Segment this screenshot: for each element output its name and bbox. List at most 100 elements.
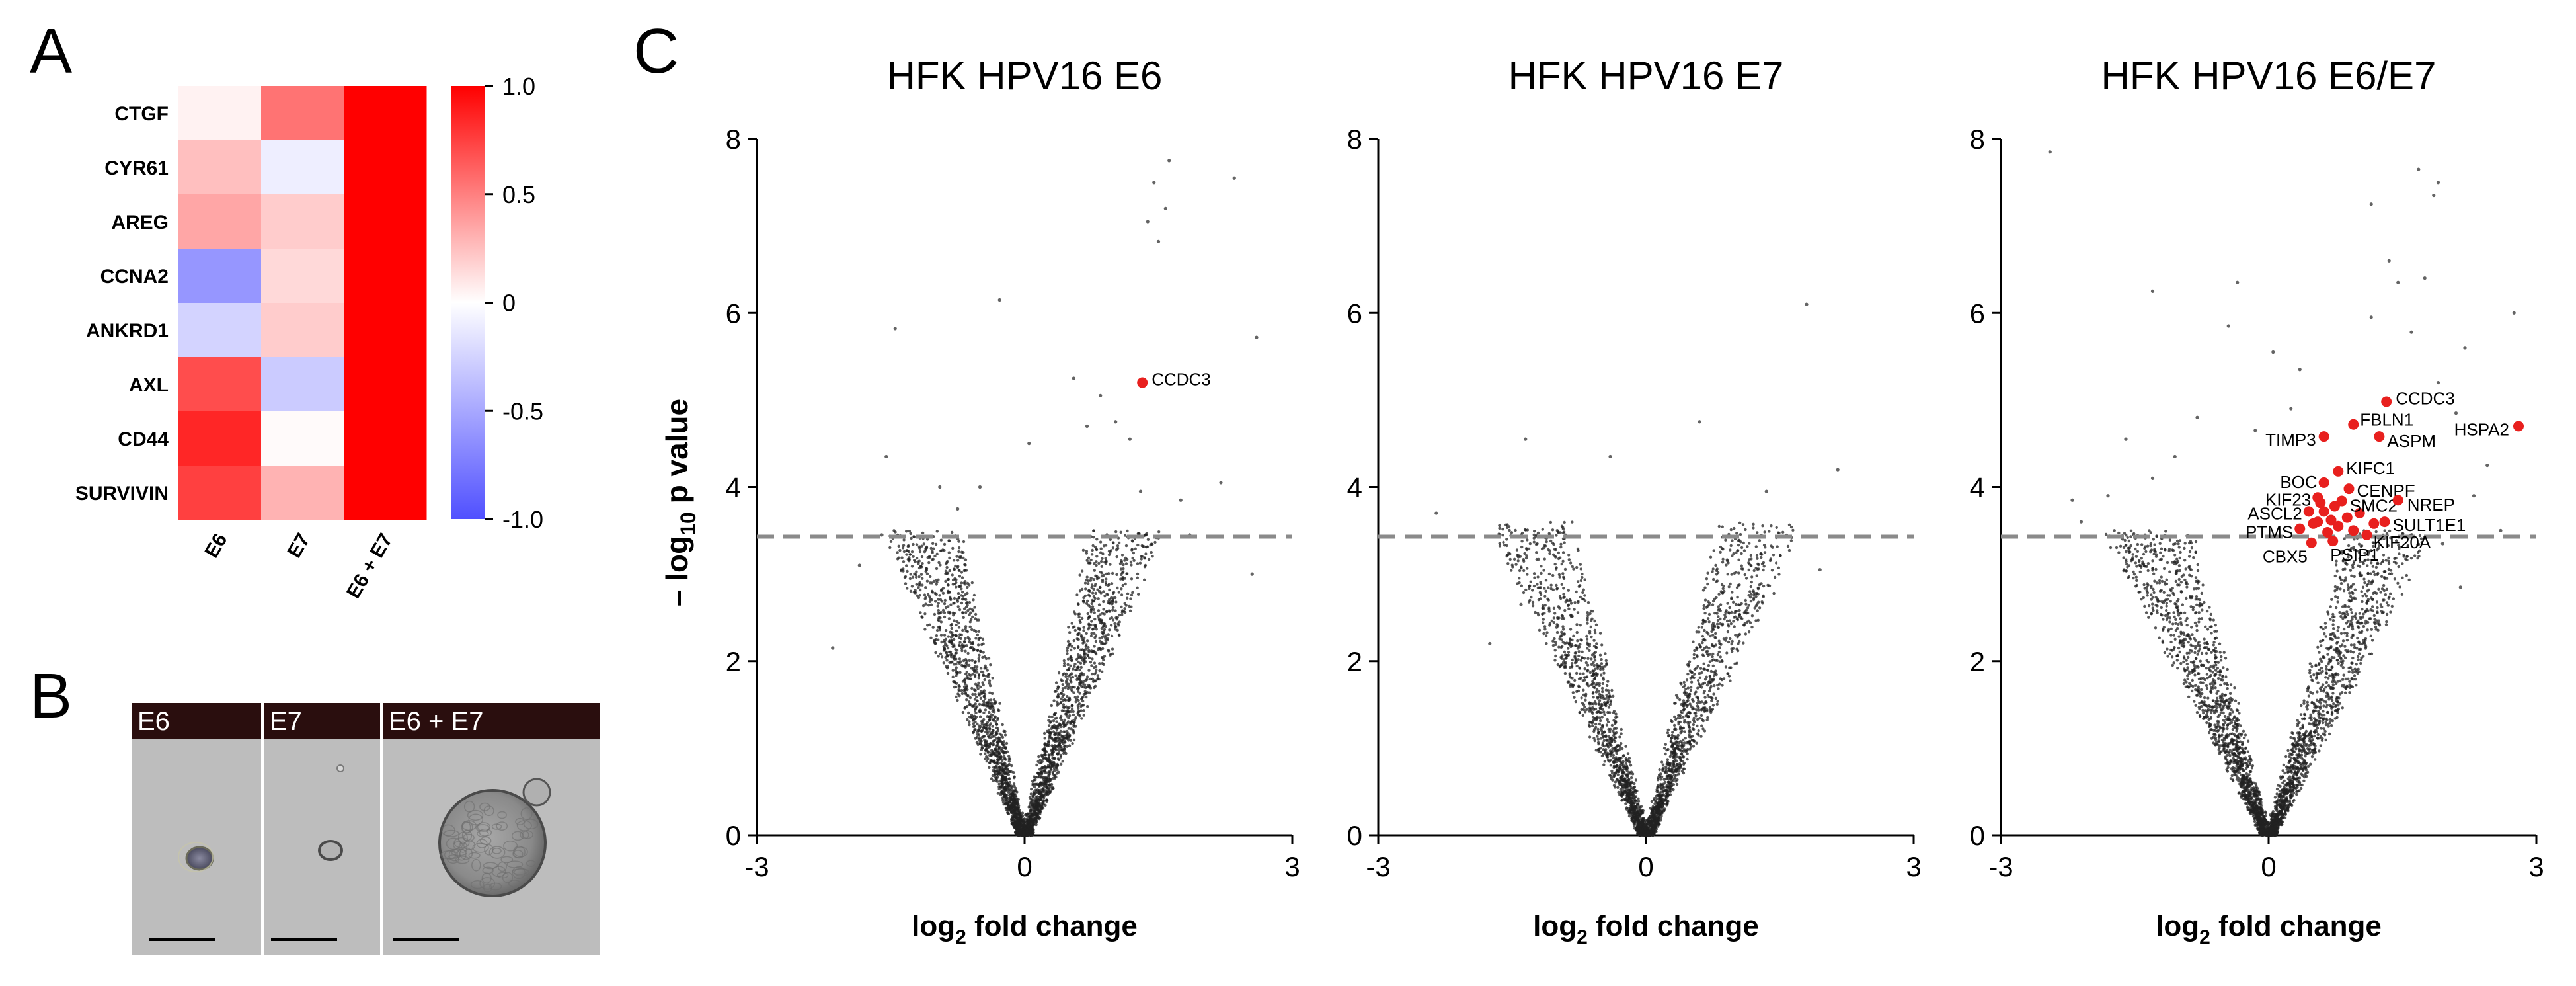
gene-point	[1554, 555, 1557, 559]
gene-point	[1143, 578, 1146, 581]
heatmap-row-label: CYR61	[104, 157, 169, 179]
gene-point	[972, 669, 976, 673]
gene-point	[1533, 576, 1536, 579]
gene-point	[1095, 548, 1099, 552]
gene-point	[1099, 540, 1103, 544]
gene-point	[1074, 674, 1077, 677]
gene-point	[1621, 755, 1625, 758]
gene-point	[1078, 668, 1081, 672]
gene-point	[982, 683, 985, 687]
gene-point	[1034, 803, 1038, 806]
gene-point	[1018, 813, 1021, 817]
gene-point	[977, 659, 981, 663]
gene-point	[1559, 542, 1563, 546]
gene-point	[1031, 803, 1034, 807]
gene-point	[1250, 572, 1254, 576]
gene-point	[1591, 706, 1594, 710]
gene-point	[1125, 572, 1129, 575]
gene-point	[1754, 545, 1758, 548]
gene-point	[1099, 393, 1103, 397]
gene-point	[1738, 521, 1742, 524]
heatmap-cell	[261, 86, 344, 141]
gene-label: CCDC3	[1151, 370, 1211, 390]
gene-point	[1094, 625, 1097, 628]
gene-point	[1538, 591, 1542, 595]
gene-point	[947, 650, 951, 654]
gene-point	[1114, 625, 1118, 628]
colorbar-tick-label: 0	[502, 290, 516, 317]
gene-point	[1703, 628, 1706, 632]
gene-point	[1087, 589, 1091, 593]
gene-point	[1090, 672, 1094, 676]
gene-point	[1671, 731, 1674, 734]
gene-point	[1091, 591, 1095, 595]
gene-point	[917, 575, 921, 579]
gene-point	[1594, 623, 1598, 626]
gene-point	[1736, 595, 1739, 599]
gene-point	[1083, 661, 1086, 665]
gene-point	[1008, 780, 1011, 784]
gene-point	[1138, 489, 1143, 493]
gene-point	[902, 550, 906, 554]
gene-point	[1717, 593, 1721, 596]
gene-point	[969, 646, 972, 649]
gene-point	[1157, 530, 1161, 534]
gene-point	[1097, 561, 1101, 565]
gene-point	[1136, 543, 1140, 547]
gene-point	[1102, 658, 1105, 661]
gene-point	[1696, 678, 1700, 682]
gene-point	[993, 739, 997, 742]
gene-point	[1575, 664, 1579, 668]
gene-point	[918, 550, 922, 554]
spheroid-cell	[479, 802, 490, 811]
gene-point	[1700, 686, 1703, 689]
gene-point	[968, 583, 971, 587]
gene-point	[1089, 610, 1093, 614]
gene-point	[1083, 690, 1087, 693]
gene-point	[1729, 637, 1732, 641]
gene-point	[958, 657, 962, 661]
gene-point	[1727, 675, 1731, 678]
gene-point	[1056, 762, 1059, 766]
gene-point	[1065, 672, 1068, 676]
gene-point	[1716, 700, 1719, 703]
gene-point	[1582, 657, 1586, 660]
heatmap-cells	[178, 86, 427, 520]
gene-point	[1762, 568, 1765, 572]
gene-point	[1120, 605, 1123, 609]
gene-point	[1093, 661, 1097, 665]
gene-point	[940, 600, 944, 603]
gene-point	[1066, 663, 1070, 667]
gene-point	[1731, 649, 1734, 653]
gene-point	[1683, 690, 1686, 694]
gene-point	[1594, 646, 1598, 649]
gene-point	[947, 640, 951, 643]
gene-point	[1598, 632, 1602, 635]
gene-point	[1047, 719, 1050, 722]
gene-point	[1077, 660, 1080, 664]
y-tick-label: 0	[726, 820, 741, 851]
gene-point	[1065, 714, 1069, 718]
gene-point	[984, 666, 988, 669]
x-tick-label: -3	[744, 851, 769, 882]
gene-point	[1014, 807, 1018, 811]
gene-point	[1700, 700, 1703, 704]
gene-point	[1779, 554, 1782, 557]
spheroid-cell	[481, 872, 492, 884]
gene-point	[1066, 710, 1070, 713]
gene-point	[960, 581, 963, 585]
gene-point	[968, 703, 972, 706]
gene-point	[1502, 540, 1505, 544]
gene-point	[1066, 684, 1069, 688]
gene-point	[1716, 653, 1720, 657]
gene-point	[935, 530, 939, 533]
gene-point	[1685, 678, 1689, 682]
gene-point	[1563, 608, 1567, 612]
gene-point	[1520, 540, 1524, 543]
gene-point	[987, 657, 991, 660]
gene-point	[1683, 741, 1686, 745]
gene-point	[1740, 552, 1743, 555]
gene-point	[1073, 665, 1076, 668]
gene-point	[954, 564, 957, 568]
gene-point	[1786, 544, 1790, 548]
